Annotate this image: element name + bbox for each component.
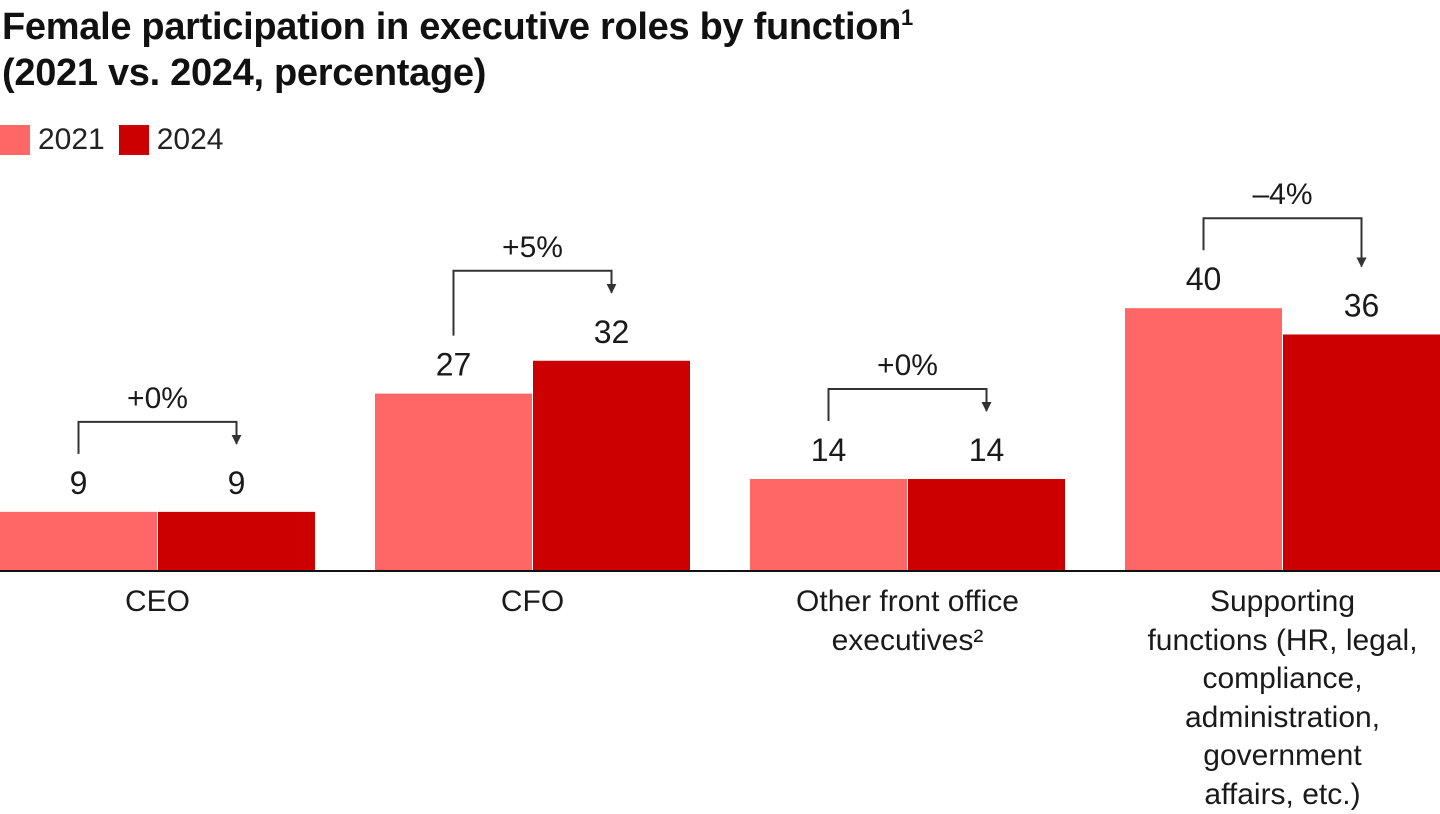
category-label-2-line-1: CFO <box>375 583 690 622</box>
category-label-4-line-2: functions (HR, legal, <box>1125 622 1440 661</box>
change-label-2: +5% <box>502 231 563 264</box>
bar-2021-3 <box>750 479 907 571</box>
bar-2024-1 <box>158 512 315 571</box>
category-label-4-line-4: administration, <box>1125 699 1440 738</box>
bar-2021-1 <box>0 512 157 571</box>
value-label-2024-4: 36 <box>1344 287 1380 323</box>
change-label-1: +0% <box>127 382 188 415</box>
value-label-2024-3: 14 <box>969 432 1005 468</box>
value-label-2021-2: 27 <box>436 347 472 383</box>
category-label-1-line-1: CEO <box>0 583 315 622</box>
bar-2021-2 <box>375 394 532 571</box>
category-label-3-line-2: executives² <box>750 622 1065 661</box>
category-label-4-line-3: compliance, <box>1125 660 1440 699</box>
bar-2024-4 <box>1283 334 1440 571</box>
value-label-2021-4: 40 <box>1186 261 1222 297</box>
change-label-4: –4% <box>1252 178 1312 211</box>
value-label-2021-1: 9 <box>70 465 88 501</box>
category-label-4-line-1: Supporting <box>1125 583 1440 622</box>
change-bracket-2 <box>454 271 612 336</box>
value-label-2024-2: 32 <box>594 314 630 350</box>
category-label-3-line-1: Other front office <box>750 583 1065 622</box>
category-label-1: CEO <box>0 583 315 622</box>
category-label-2: CFO <box>375 583 690 622</box>
bar-2024-3 <box>908 479 1065 571</box>
category-label-4-line-6: affairs, etc.) <box>1125 776 1440 814</box>
bar-2024-2 <box>533 361 690 571</box>
value-label-2021-3: 14 <box>811 432 847 468</box>
category-label-4-line-5: government <box>1125 737 1440 776</box>
bar-2021-4 <box>1125 308 1282 571</box>
change-bracket-3 <box>829 389 987 421</box>
change-label-3: +0% <box>877 349 938 382</box>
value-label-2024-1: 9 <box>228 465 246 501</box>
change-bracket-4 <box>1204 218 1362 266</box>
change-bracket-1 <box>79 422 237 454</box>
